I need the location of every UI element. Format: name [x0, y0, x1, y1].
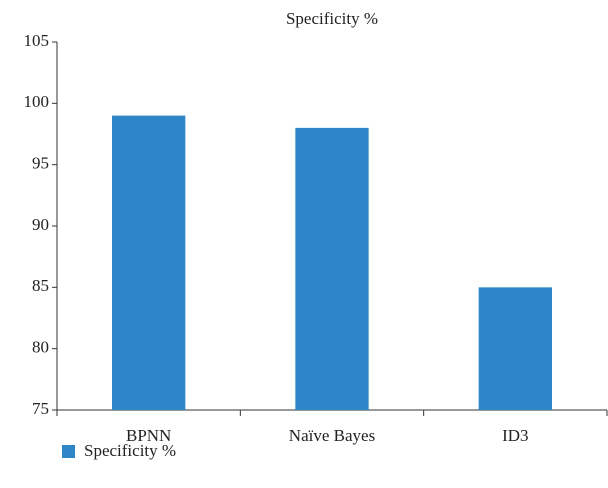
x-tick-label: ID3 [502, 426, 528, 445]
y-tick-label: 85 [32, 276, 49, 295]
y-tick-label: 90 [32, 215, 49, 234]
bar [112, 115, 186, 410]
y-tick-label: 100 [24, 92, 50, 111]
x-tick-label: BPNN [126, 426, 171, 445]
bar [478, 287, 552, 410]
x-tick-label: Naïve Bayes [289, 426, 375, 445]
y-tick-label: 80 [32, 338, 49, 357]
y-tick-label: 95 [32, 154, 49, 173]
bar [295, 127, 369, 410]
chart-title: Specificity % [286, 9, 378, 28]
legend-swatch [62, 445, 75, 458]
legend-label: Specificity % [84, 441, 176, 460]
y-tick-label: 75 [32, 399, 49, 418]
y-tick-label: 105 [24, 31, 50, 50]
